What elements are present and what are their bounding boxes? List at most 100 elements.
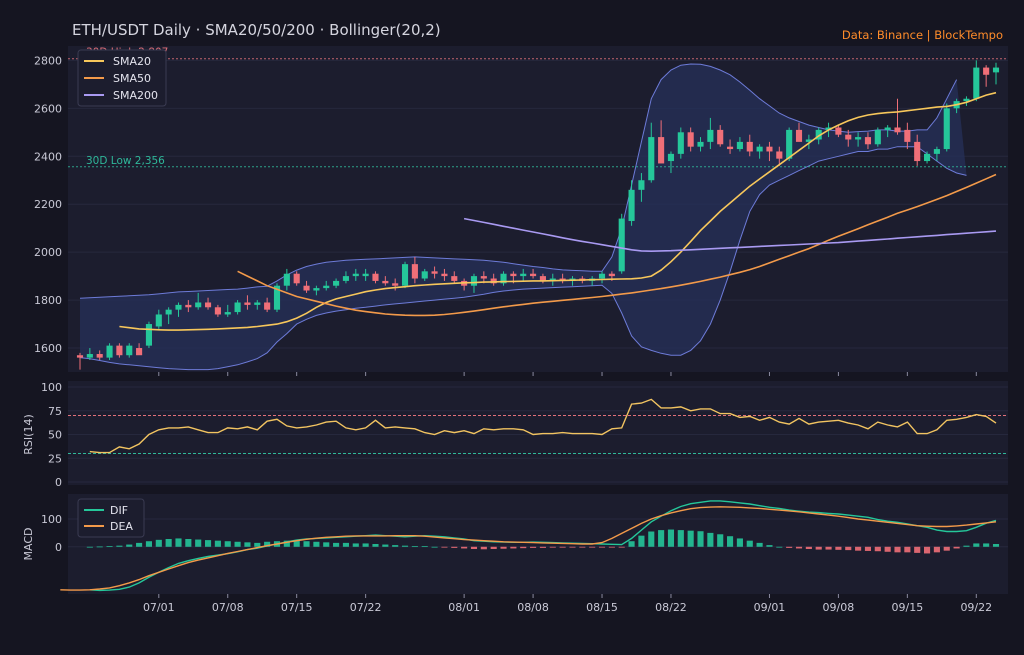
macd-hist-bar — [510, 546, 517, 549]
macd-hist-bar — [401, 545, 409, 547]
macd-hist-bar — [973, 543, 980, 547]
macd-hist-bar — [874, 546, 881, 552]
macd-hist-bar — [323, 542, 330, 547]
macd-hist-bar — [618, 546, 625, 548]
rsi-plot — [68, 386, 1008, 483]
macd-hist-bar — [313, 541, 320, 547]
macd-hist-bar — [717, 534, 724, 547]
macd-panel — [68, 494, 1008, 594]
axes: 1600 1800 2000 2200 2400 2600 2800 0 25 50 75 100 RS… — [22, 54, 992, 614]
candle-body — [914, 141, 921, 162]
price-tick-label: 2400 — [34, 150, 62, 163]
candle-body — [185, 304, 192, 308]
macd-hist-bar — [96, 546, 103, 548]
macd-hist-bar — [746, 540, 753, 547]
candle-body — [933, 149, 940, 154]
candle-body — [382, 280, 389, 284]
macd-hist-bar — [254, 542, 261, 547]
candle-body — [421, 271, 428, 279]
macd-hist-bar — [884, 546, 891, 552]
macd-hist-bar — [224, 541, 231, 547]
candle-body — [667, 153, 675, 162]
macd-hist-bar — [677, 530, 684, 547]
rsi-tick-label: 25 — [48, 452, 62, 465]
candle-body — [677, 132, 684, 154]
macd-hist-bar — [293, 540, 300, 547]
macd-legend-box — [77, 498, 145, 538]
candle-body — [126, 345, 133, 356]
x-tick-label: 07/22 — [350, 601, 382, 614]
candle-body — [924, 153, 931, 162]
candle-body — [411, 264, 418, 279]
sma50-line — [237, 173, 997, 317]
level-label: 30D Low 2,356 — [86, 155, 165, 167]
candle-body — [904, 129, 911, 142]
candle-body — [480, 276, 487, 279]
macd-hist-bar — [530, 546, 537, 548]
candle-body — [136, 348, 143, 356]
macd-hist-bar — [835, 546, 842, 550]
candle-body — [470, 276, 478, 286]
candle-body — [963, 98, 970, 102]
candle-body — [175, 304, 182, 310]
legend-label-sma200: SMA200 — [113, 89, 158, 102]
candle-body — [697, 141, 704, 147]
macd-hist-bar — [204, 540, 212, 547]
macd-hist-bar — [234, 541, 241, 547]
candle-body — [234, 302, 241, 313]
candle-body — [264, 302, 271, 310]
macd-hist-bar — [608, 546, 615, 548]
candle-body — [254, 302, 261, 305]
macd-hist-bar — [175, 538, 182, 547]
bollinger-lower-line — [79, 146, 967, 371]
price-tick-label: 1600 — [34, 342, 62, 355]
candle-body — [864, 137, 872, 145]
macd-hist-bar — [411, 546, 418, 548]
macd-hist-bar — [914, 546, 921, 553]
macd-hist-bar — [480, 546, 487, 550]
candle-body — [746, 141, 753, 152]
macd-hist-bar — [894, 546, 901, 553]
macd-hist-bar — [559, 546, 566, 548]
macd-hist-bar — [598, 546, 606, 548]
candle-body — [372, 273, 379, 281]
candle-body — [717, 129, 724, 145]
candle-body — [884, 127, 891, 130]
candle-body — [214, 307, 221, 315]
candle-body — [520, 273, 527, 277]
macd-hist-bar — [106, 546, 113, 548]
macd-hist-bar — [549, 546, 556, 548]
candle-body — [815, 129, 822, 140]
price-tick-label: 2600 — [34, 102, 62, 115]
candle-body — [776, 151, 783, 159]
macd-hist-bar — [667, 529, 675, 547]
x-tick-label: 09/01 — [754, 601, 786, 614]
macd-hist-bar — [983, 543, 990, 547]
candle-body — [204, 302, 212, 308]
macd-hist-bar — [470, 546, 478, 549]
sma200-line — [463, 217, 997, 253]
macd-hist-bar — [155, 539, 162, 547]
candle-body — [756, 146, 763, 152]
x-tick-label: 07/08 — [212, 601, 244, 614]
candle-body — [608, 273, 615, 277]
candle-body — [549, 278, 556, 281]
x-tick-label: 08/01 — [448, 601, 480, 614]
candle-body — [224, 312, 231, 315]
candle-body — [973, 67, 980, 99]
macd-hist-bar — [924, 546, 931, 554]
candle-body — [76, 355, 84, 358]
candle-body — [293, 273, 300, 284]
candle-body — [441, 273, 448, 277]
rsi-panel — [68, 381, 1008, 485]
x-tick-label: 08/08 — [517, 601, 549, 614]
macd-hist-bar — [283, 540, 290, 547]
macd-hist-bar — [579, 546, 586, 548]
macd-hist-bar — [953, 546, 960, 549]
x-tick-label: 07/15 — [281, 601, 313, 614]
macd-hist-bar — [451, 546, 458, 548]
macd-hist-bar — [963, 545, 970, 547]
candle-body — [727, 146, 734, 150]
macd-hist-bar — [795, 546, 803, 549]
legend-label-sma20: SMA20 — [113, 55, 151, 68]
